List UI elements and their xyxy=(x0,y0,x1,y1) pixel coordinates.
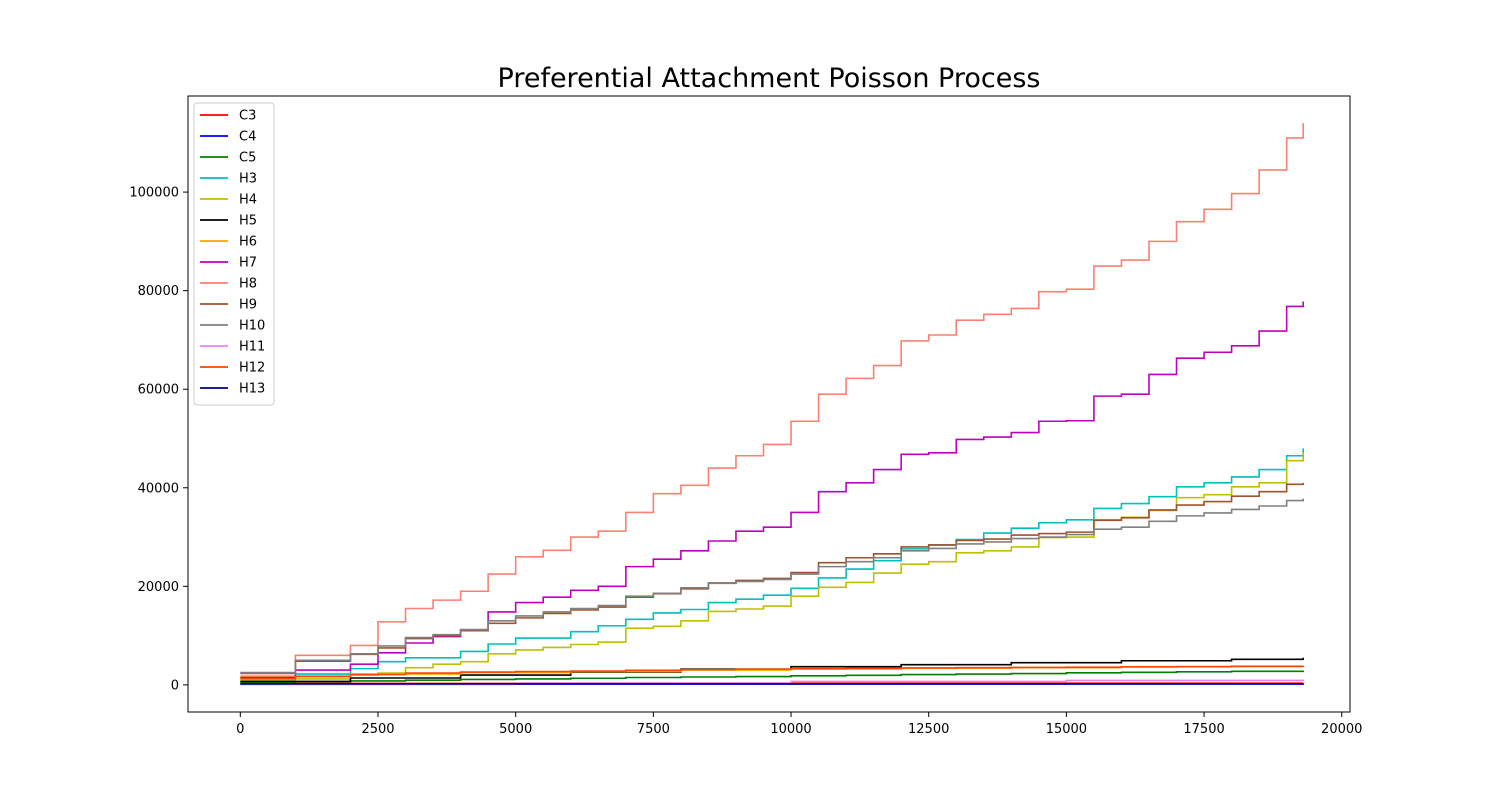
series-line-h5 xyxy=(240,657,1304,683)
y-tick-label: 20000 xyxy=(138,580,179,595)
legend-label: H8 xyxy=(239,277,257,292)
legend-label: H12 xyxy=(239,361,265,376)
chart-title: Preferential Attachment Poisson Process xyxy=(498,63,1041,94)
x-tick-label: 0 xyxy=(236,722,244,737)
y-axis: 0 20000 40000 60000 80000 100000 xyxy=(129,186,188,693)
legend: C3 C4 C5 H3 H4 H5 H6 H7 H8 H9 H10 H11 H12 H13 xyxy=(193,102,275,406)
x-tick-label: 12500 xyxy=(908,722,949,737)
series-line-c5 xyxy=(240,670,1304,684)
legend-label: C3 xyxy=(239,109,256,124)
x-tick-label: 15000 xyxy=(1046,722,1087,737)
x-tick-label: 2500 xyxy=(361,722,394,737)
legend-label: H3 xyxy=(239,172,257,187)
legend-label: H7 xyxy=(239,256,257,271)
plot-area xyxy=(187,95,1351,713)
legend-label: C5 xyxy=(239,151,256,166)
x-tick-label: 20000 xyxy=(1321,722,1362,737)
legend-label: H10 xyxy=(239,319,265,334)
y-tick-label: 100000 xyxy=(129,186,179,201)
x-axis: 0 2500 5000 7500 10000 12500 15000 17500 20000 xyxy=(236,712,1362,737)
series-group xyxy=(240,123,1304,686)
legend-label: C4 xyxy=(239,130,256,145)
series-line-h12 xyxy=(240,665,1304,680)
y-tick-label: 0 xyxy=(171,678,179,693)
legend-label: H13 xyxy=(239,382,265,397)
legend-label: H4 xyxy=(239,193,257,208)
x-tick-label: 17500 xyxy=(1183,722,1224,737)
x-tick-label: 10000 xyxy=(770,722,811,737)
series-line-h8 xyxy=(240,123,1304,675)
series-line-h10 xyxy=(240,498,1304,674)
legend-label: H11 xyxy=(239,340,265,355)
x-tick-label: 5000 xyxy=(499,722,532,737)
series-line-h3 xyxy=(240,448,1304,680)
x-tick-label: 7500 xyxy=(637,722,670,737)
y-tick-label: 60000 xyxy=(138,383,179,398)
plot-frame xyxy=(187,95,1351,713)
legend-label: H6 xyxy=(239,235,257,250)
y-tick-label: 80000 xyxy=(138,284,179,299)
y-tick-label: 40000 xyxy=(138,481,179,496)
legend-label: H9 xyxy=(239,298,257,313)
legend-label: H5 xyxy=(239,214,257,229)
